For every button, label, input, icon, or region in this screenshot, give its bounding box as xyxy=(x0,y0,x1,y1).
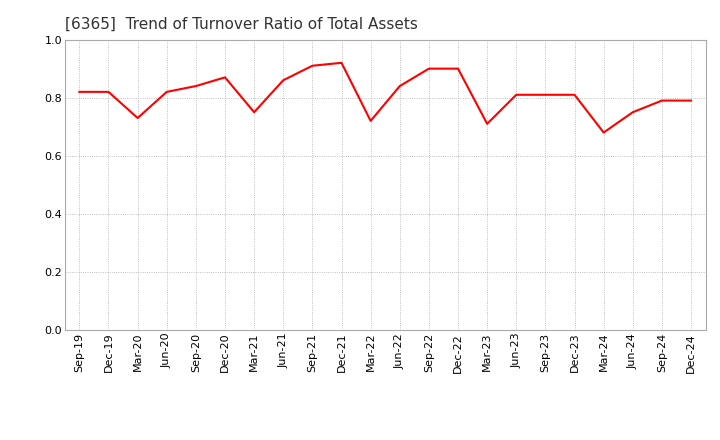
Text: [6365]  Trend of Turnover Ratio of Total Assets: [6365] Trend of Turnover Ratio of Total … xyxy=(65,16,418,32)
